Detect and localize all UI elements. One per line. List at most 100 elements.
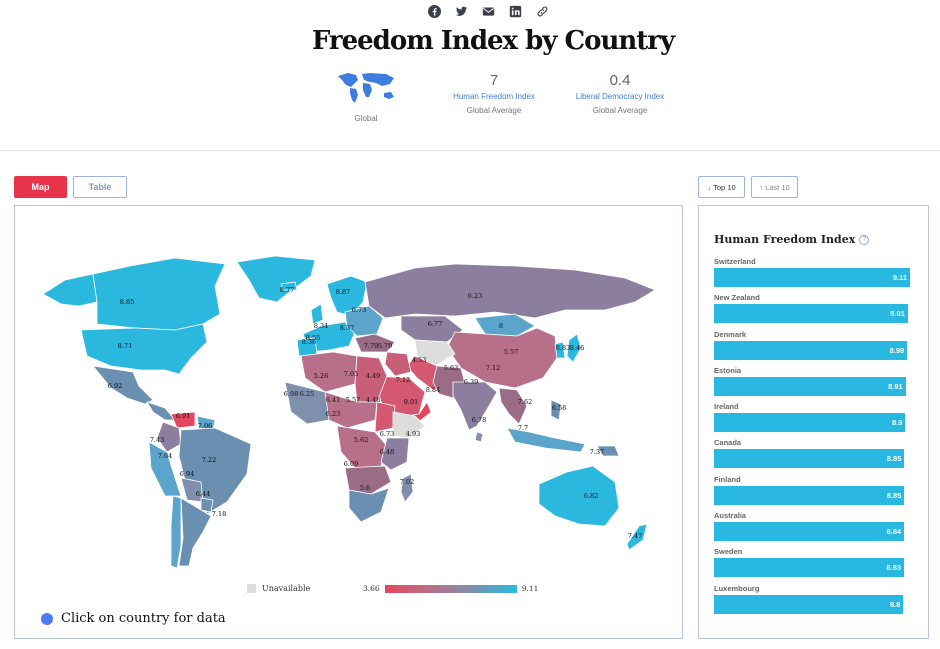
world-map[interactable]: 8.77 8.85 8.71 6.92 6.91 7.06 7.43 7.04 6.94 7.22… <box>15 206 682 638</box>
ranking-item[interactable]: Ireland 8.9 <box>714 400 912 436</box>
map-value-label: 5.6 <box>360 484 370 492</box>
map-value-label: 6.92 <box>108 382 122 390</box>
country-balkans-turkey[interactable] <box>354 333 396 353</box>
map-value-label: 6.09 <box>344 460 358 468</box>
map-value-label: 6.58 <box>552 404 566 412</box>
ranking-value: 8.84 <box>886 527 902 537</box>
ranking-item[interactable]: Luxembourg 8.8 <box>714 582 912 618</box>
country-middle-asia[interactable] <box>414 339 456 367</box>
map-value-label: 5.57 <box>504 348 518 356</box>
linkedin-icon[interactable] <box>509 5 522 18</box>
country-venezuela[interactable] <box>170 411 196 429</box>
country-mongolia[interactable] <box>474 313 536 337</box>
global-stats: Global 7 Human Freedom Index Global Aver… <box>0 70 940 130</box>
country-east-africa[interactable] <box>380 437 410 471</box>
top-10-label: Top 10 <box>713 182 736 192</box>
map-value-label: 4.49 <box>366 372 380 380</box>
country-philippines[interactable] <box>550 399 562 421</box>
map-value-label: 7.02 <box>400 478 414 486</box>
ranking-panel: Human Freedom Index ? Switzerland 9.11 New… <box>698 205 929 639</box>
country-australia[interactable] <box>538 465 620 527</box>
country-indonesia[interactable] <box>506 427 586 453</box>
map-value-label: 6.23 <box>326 410 340 418</box>
last-10-button[interactable]: ↑ Last 10 <box>751 176 798 198</box>
ranking-item[interactable]: Finland 8.85 <box>714 473 912 509</box>
arrow-up-icon: ↑ <box>759 182 764 192</box>
map-value-label: 7.05 <box>344 370 358 378</box>
tab-map[interactable]: Map <box>14 176 67 198</box>
ranking-item[interactable]: Sweden 8.83 <box>714 545 912 581</box>
map-value-label: 4.48 <box>366 396 380 404</box>
hfi-caption: Global Average <box>466 106 522 115</box>
map-value-label: 8.36 <box>302 338 316 346</box>
country-chile[interactable] <box>170 495 182 569</box>
country-india[interactable] <box>452 381 498 431</box>
map-value-label: 7.12 <box>486 364 500 372</box>
global-summary: Global <box>334 70 398 123</box>
country-central-america[interactable] <box>146 401 176 421</box>
last-10-label: Last 10 <box>765 182 790 192</box>
map-value-label: 7.06 <box>198 422 212 430</box>
country-alaska[interactable] <box>42 273 98 307</box>
ranking-country-name: Australia <box>714 511 747 521</box>
ranking-value: 8.83 <box>886 563 901 573</box>
map-value-label: 6.91 <box>176 412 190 420</box>
ldi-link[interactable]: Liberal Democracy Index <box>575 92 665 101</box>
country-new-zealand[interactable] <box>626 523 648 551</box>
ranking-value: 9.01 <box>890 309 905 319</box>
ranking-country-name: New Zealand <box>714 293 760 303</box>
unavailable-label: Unavailable <box>262 584 311 593</box>
hint-text: Click on country for data <box>61 611 226 626</box>
ranking-country-name: Canada <box>714 438 742 448</box>
hfi-value: 7 <box>489 72 499 89</box>
country-argentina[interactable] <box>178 497 212 567</box>
country-korea[interactable] <box>554 341 566 359</box>
map-value-label: 6.25 <box>300 390 314 398</box>
country-usa[interactable] <box>80 323 208 375</box>
country-mexico[interactable] <box>92 365 154 405</box>
country-japan[interactable] <box>566 333 582 363</box>
link-icon[interactable] <box>536 5 549 18</box>
email-icon[interactable] <box>482 5 495 18</box>
twitter-icon[interactable] <box>455 5 468 18</box>
ranking-item[interactable]: Canada 8.85 <box>714 436 912 472</box>
country-southern-africa-north[interactable] <box>344 465 392 495</box>
country-sri-lanka[interactable] <box>474 431 484 443</box>
country-brazil[interactable] <box>178 427 252 515</box>
map-value-label: 8.83 <box>556 344 570 352</box>
map-value-label: 8.87 <box>336 288 350 296</box>
map-value-label: 6.39 <box>464 378 478 386</box>
country-canada[interactable] <box>92 257 226 331</box>
country-greenland[interactable] <box>236 255 316 303</box>
country-colombia[interactable] <box>156 421 182 453</box>
country-sahel[interactable] <box>324 391 378 429</box>
country-madagascar[interactable] <box>400 473 414 503</box>
ranking-item[interactable]: Australia 8.84 <box>714 509 912 545</box>
hfi-link[interactable]: Human Freedom Index <box>453 92 535 101</box>
ranking-country-name: Luxembourg <box>714 583 760 593</box>
country-uk[interactable] <box>310 303 324 325</box>
ranking-item[interactable]: New Zealand 9.01 <box>714 291 912 327</box>
map-value-label: 7.79 <box>364 342 378 350</box>
tab-table[interactable]: Table <box>73 176 127 198</box>
country-southeast-asia[interactable] <box>498 387 528 425</box>
country-iceland[interactable] <box>280 281 298 291</box>
country-ethiopia-horn[interactable] <box>392 411 426 439</box>
top-10-button[interactable]: ↓ Top 10 <box>698 176 745 198</box>
country-paraguay[interactable] <box>200 497 214 513</box>
country-iraq-syria[interactable] <box>384 351 412 377</box>
ranking-item[interactable]: Switzerland 9.11 <box>714 255 912 291</box>
country-southern-africa[interactable] <box>348 487 390 523</box>
facebook-icon[interactable] <box>428 5 441 18</box>
map-value-label: 8.37 <box>340 324 354 332</box>
country-china[interactable] <box>446 327 558 389</box>
country-sudan[interactable] <box>374 401 396 433</box>
map-value-label: 7.12 <box>396 376 410 384</box>
ranking-item[interactable]: Estonia 8.91 <box>714 364 912 400</box>
ranking-item[interactable]: Denmark 8.98 <box>714 328 912 364</box>
map-value-label: 7.18 <box>212 510 226 518</box>
help-icon[interactable]: ? <box>859 234 870 245</box>
country-russia[interactable] <box>364 263 656 319</box>
country-ecuador-peru[interactable] <box>148 441 182 497</box>
country-png[interactable] <box>596 445 620 457</box>
